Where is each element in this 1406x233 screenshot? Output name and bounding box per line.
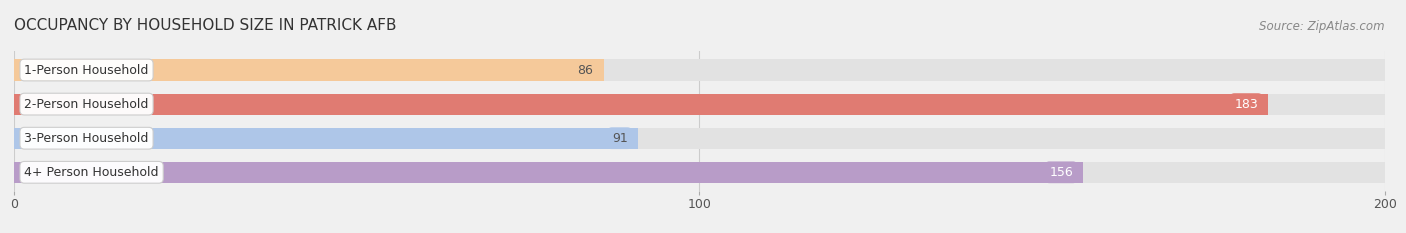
Bar: [14, 162, 1385, 183]
Text: 91: 91: [612, 132, 627, 145]
Bar: [14, 93, 1268, 115]
Text: OCCUPANCY BY HOUSEHOLD SIZE IN PATRICK AFB: OCCUPANCY BY HOUSEHOLD SIZE IN PATRICK A…: [14, 18, 396, 33]
Bar: [14, 128, 638, 149]
Bar: [14, 162, 1084, 183]
Text: 183: 183: [1234, 98, 1258, 111]
Text: 2-Person Household: 2-Person Household: [24, 98, 149, 111]
Bar: [14, 93, 1385, 115]
Bar: [14, 128, 1385, 149]
Bar: [14, 59, 1385, 81]
Text: 3-Person Household: 3-Person Household: [24, 132, 149, 145]
Text: 1-Person Household: 1-Person Household: [24, 64, 149, 76]
Text: 86: 86: [578, 64, 593, 76]
Bar: [14, 59, 603, 81]
Text: 156: 156: [1049, 166, 1073, 179]
Text: 4+ Person Household: 4+ Person Household: [24, 166, 159, 179]
Text: Source: ZipAtlas.com: Source: ZipAtlas.com: [1260, 20, 1385, 33]
